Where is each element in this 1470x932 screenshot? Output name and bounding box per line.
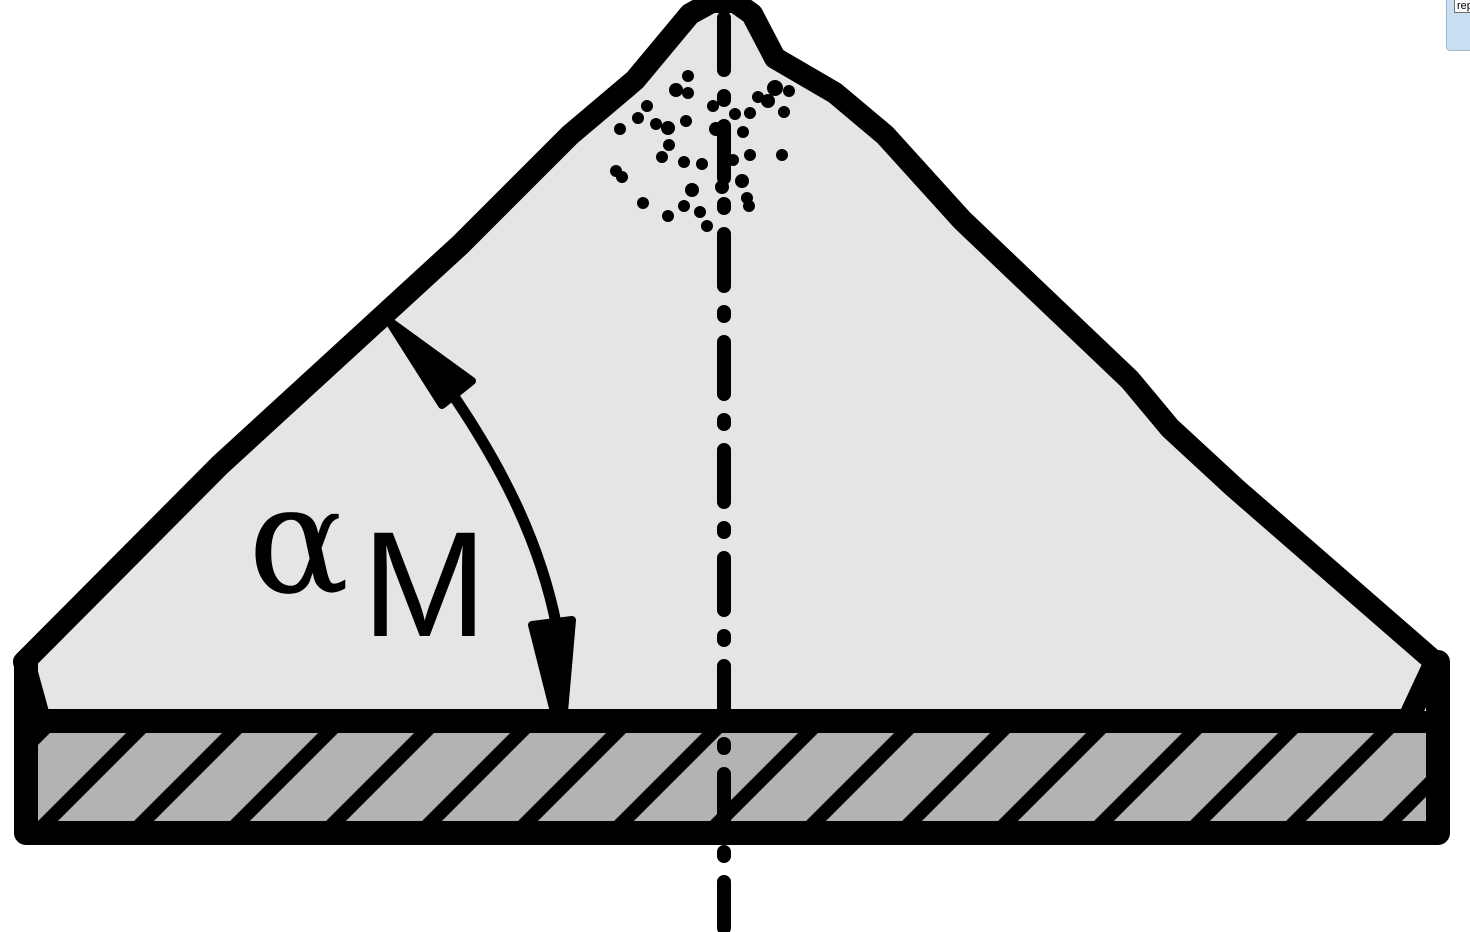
- angle-label: α M: [248, 454, 487, 668]
- falling-particles: [610, 70, 795, 232]
- lower-arrowhead: [528, 616, 576, 716]
- angle-symbol: α: [248, 454, 349, 628]
- angle-subscript: M: [362, 500, 487, 668]
- corner-panel-tab-label[interactable]: rep: [1454, 0, 1470, 13]
- upper-arrowhead: [384, 316, 476, 409]
- angle-arc-arrow: [384, 316, 576, 716]
- corner-panel-tab[interactable]: rep: [1446, 0, 1470, 51]
